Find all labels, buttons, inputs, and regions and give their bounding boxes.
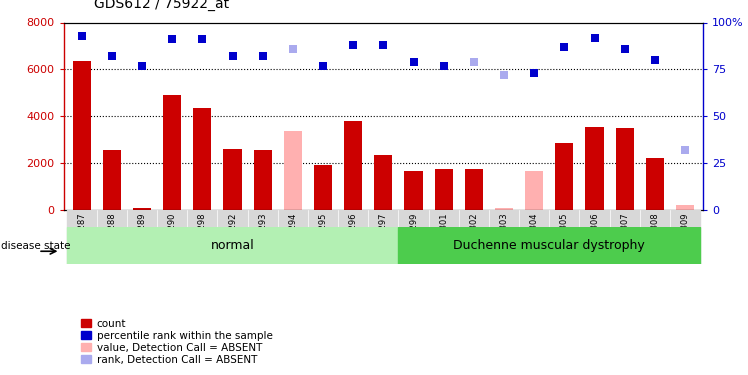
Text: GSM16302: GSM16302 — [469, 213, 479, 258]
Text: GSM16297: GSM16297 — [378, 213, 388, 258]
Text: GSM16287: GSM16287 — [77, 213, 86, 258]
Bar — [344, 121, 362, 210]
Bar — [519, 210, 549, 264]
Bar — [435, 169, 453, 210]
Text: GSM16299: GSM16299 — [409, 213, 418, 258]
Text: GSM16292: GSM16292 — [228, 213, 237, 258]
Bar — [405, 171, 423, 210]
Bar — [580, 210, 610, 264]
Bar — [646, 158, 664, 210]
Bar — [670, 210, 700, 264]
Text: GSM16296: GSM16296 — [349, 213, 358, 258]
Bar — [133, 208, 151, 210]
Bar — [525, 171, 543, 210]
Bar — [278, 210, 308, 264]
Bar — [368, 210, 399, 264]
Bar — [429, 210, 459, 264]
Text: GDS612 / 75922_at: GDS612 / 75922_at — [94, 0, 229, 11]
Text: GSM16306: GSM16306 — [590, 213, 599, 258]
Text: GSM16293: GSM16293 — [258, 213, 267, 258]
Bar — [489, 210, 519, 264]
Text: GSM16290: GSM16290 — [168, 213, 177, 258]
Text: normal: normal — [211, 239, 254, 252]
Bar — [555, 143, 574, 210]
Text: GSM16303: GSM16303 — [500, 213, 509, 258]
Bar — [187, 210, 218, 264]
Bar — [308, 210, 338, 264]
Bar — [399, 210, 429, 264]
Text: GSM16295: GSM16295 — [319, 213, 328, 258]
Bar — [610, 210, 640, 264]
Bar — [96, 210, 127, 264]
Bar — [338, 210, 368, 264]
Bar — [586, 127, 604, 210]
Text: GSM16308: GSM16308 — [650, 213, 659, 258]
Bar — [157, 210, 187, 264]
Bar — [193, 108, 212, 210]
Text: GSM16288: GSM16288 — [108, 213, 117, 258]
Bar — [73, 61, 91, 210]
Bar — [67, 227, 399, 264]
Bar — [676, 206, 694, 210]
Bar — [465, 169, 483, 210]
Bar — [283, 132, 302, 210]
Bar — [102, 150, 121, 210]
Bar — [218, 210, 248, 264]
Text: GSM16309: GSM16309 — [681, 213, 690, 258]
Bar — [399, 227, 700, 264]
Text: GSM16294: GSM16294 — [288, 213, 298, 258]
Bar — [374, 155, 393, 210]
Text: GSM16301: GSM16301 — [439, 213, 448, 258]
Text: GSM16289: GSM16289 — [138, 213, 147, 258]
Text: GSM16304: GSM16304 — [530, 213, 539, 258]
Bar — [67, 210, 96, 264]
Bar — [224, 149, 242, 210]
Bar — [495, 208, 513, 210]
Bar — [549, 210, 580, 264]
Bar — [127, 210, 157, 264]
Text: Duchenne muscular dystrophy: Duchenne muscular dystrophy — [453, 239, 645, 252]
Text: GSM16298: GSM16298 — [198, 213, 207, 258]
Legend: count, percentile rank within the sample, value, Detection Call = ABSENT, rank, : count, percentile rank within the sample… — [80, 318, 274, 366]
Text: disease state: disease state — [1, 241, 70, 250]
Text: GSM16305: GSM16305 — [560, 213, 568, 258]
Bar — [459, 210, 489, 264]
Bar — [640, 210, 670, 264]
Bar — [314, 165, 332, 210]
Bar — [254, 150, 272, 210]
Bar — [248, 210, 278, 264]
Bar — [616, 128, 634, 210]
Bar — [163, 95, 181, 210]
Text: GSM16307: GSM16307 — [620, 213, 629, 258]
